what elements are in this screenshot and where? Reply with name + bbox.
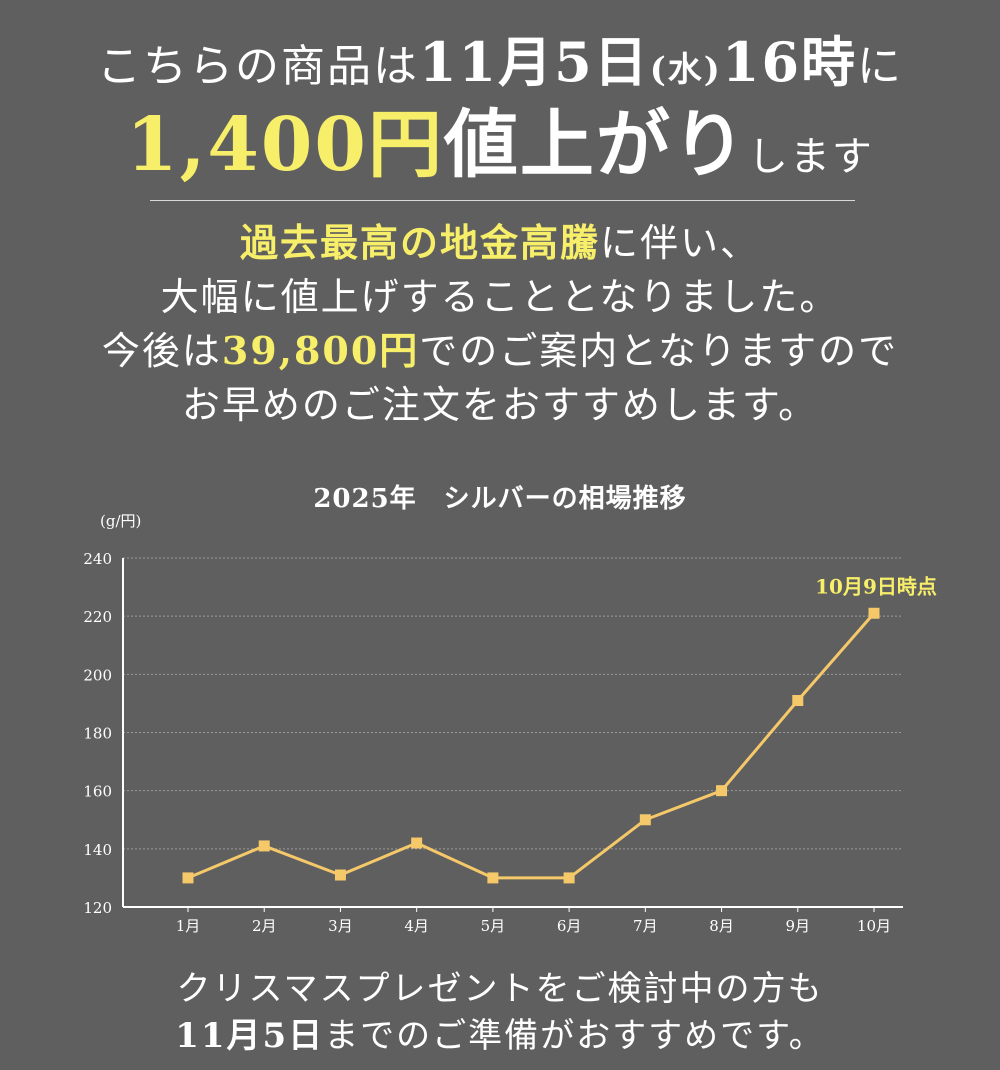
x-tick-label: 2月 [252, 917, 277, 935]
x-tick-label: 4月 [404, 917, 429, 935]
headline-weekday: (水) [649, 50, 722, 90]
data-point [868, 607, 880, 619]
headline-line-2: 1,400円値上がりします [0, 100, 1000, 210]
data-point [182, 872, 194, 884]
grid-lines [123, 557, 903, 850]
y-axis-ticks: 120 140 160 180 200 220 240 [83, 550, 112, 917]
headline-particle: に [857, 41, 904, 92]
footer-line-2: 11月5日までのご準備がおすすめです。 [0, 1012, 1000, 1060]
body-text: に伴い、 [600, 221, 761, 265]
x-tick-label: 1月 [176, 917, 201, 935]
body-text: 今後は [101, 329, 222, 373]
headline-date: 11月5日 [418, 30, 650, 94]
y-tick-label: 180 [83, 725, 112, 743]
chart-title: 2025年 シルバーの相場推移 [313, 484, 687, 514]
footer-line-1: クリスマスプレゼントをご検討中の方も [176, 969, 824, 1009]
silver-price-chart: (g/円) 120 140 160 180 200 220 240 1月 2月 3月 4月 5月 6月… [83, 512, 937, 935]
data-point [792, 695, 804, 707]
x-axis-ticks: 1月 2月 3月 4月 5月 6月 7月 8月 9月 10月 [176, 907, 891, 935]
body-line-4: お早めのご注文をおすすめします。 [181, 383, 819, 427]
y-tick-label: 160 [83, 783, 112, 801]
x-tick-label: 8月 [709, 917, 734, 935]
headline-line-1: こちらの商品は11月5日(水)16時に [0, 32, 1000, 100]
x-tick-label: 6月 [557, 917, 582, 935]
latest-point-annotation: 10月9日時点 [815, 574, 937, 598]
body-line-2: 大幅に値上げすることとなりました。 [160, 275, 840, 319]
x-tick-label: 5月 [481, 917, 506, 935]
new-price: 39,800円 [221, 328, 420, 373]
divider [150, 200, 855, 201]
body-line-1: 過去最高の地金高騰に伴い、 [0, 218, 1000, 268]
y-tick-label: 120 [83, 899, 112, 917]
data-point [258, 840, 270, 852]
body-text: でのご案内となりますので [419, 329, 899, 373]
series-line [187, 612, 876, 880]
data-point [716, 785, 728, 797]
body-line-3: 今後は39,800円でのご案内となりますので [0, 326, 1000, 376]
y-tick-label: 140 [83, 841, 112, 859]
x-tick-label: 7月 [633, 917, 658, 935]
data-point [334, 869, 346, 881]
headline-text: こちらの商品は [96, 41, 419, 92]
footer-text: までのご準備がおすすめです。 [324, 1016, 825, 1056]
y-tick-label: 220 [83, 608, 112, 626]
x-tick-label: 3月 [328, 917, 353, 935]
footer-date: 11月5日 [175, 1016, 325, 1056]
y-tick-label: 240 [83, 550, 112, 568]
price-rise-word: 値上がり [443, 102, 748, 188]
x-tick-label: 9月 [786, 917, 811, 935]
data-point [639, 814, 651, 826]
body-highlight: 過去最高の地金高騰 [239, 220, 600, 265]
headline-time: 16時 [721, 30, 858, 94]
data-point [411, 837, 423, 849]
data-point [563, 872, 575, 884]
data-point [487, 872, 499, 884]
y-axis-unit-label: (g/円) [100, 512, 141, 530]
y-tick-label: 200 [83, 666, 112, 684]
data-markers [182, 607, 880, 884]
price-increase: 1,400円 [126, 102, 444, 188]
headline-tail: します [747, 134, 874, 180]
x-tick-label: 10月 [857, 917, 891, 935]
